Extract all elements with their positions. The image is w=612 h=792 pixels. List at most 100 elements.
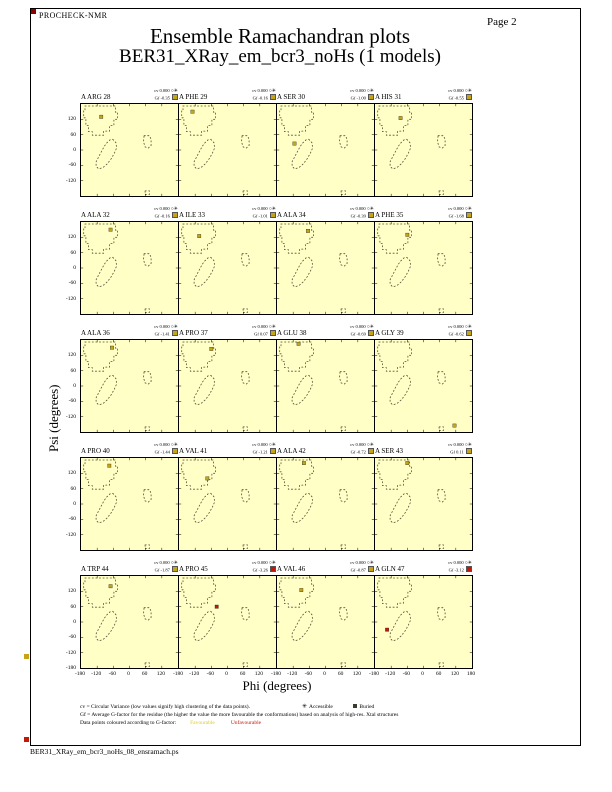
corner-mark-top <box>31 9 36 14</box>
ramachandran-canvas <box>81 104 178 196</box>
margin-mark-yellow <box>24 654 29 659</box>
model-circle-icon: ○ <box>170 88 174 94</box>
gf-value: Gf -0.62 <box>449 330 472 337</box>
ramachandran-subplot: A PRO 37 cv 0.000 ○✳ Gf 0.07 <box>178 323 277 433</box>
ramachandran-subplot: A VAL 46 cv 0.000 ○✳ Gf -0.87 <box>276 559 375 669</box>
allowed-region-contour <box>242 426 248 431</box>
allowed-region-contour <box>438 544 444 549</box>
ramachandran-subplot: A PHE 35 cv 0.000 ○✳ Gf -1.68 <box>374 205 473 315</box>
x-axis-tick-label: -120 <box>287 671 298 677</box>
gf-value: Gf -1.68 <box>449 212 472 219</box>
ramachandran-subplot: A ALA 32 cv 0.000 ○✳ Gf -0.16 <box>80 205 179 315</box>
residue-label: A TRP 44 <box>81 565 109 573</box>
model-circle-icon: ○ <box>268 206 272 212</box>
accessible-star-icon: ✳ <box>467 88 472 94</box>
ramachandran-subplot: A ALA 34 cv 0.000 ○✳ Gf -0.39 <box>276 205 375 315</box>
x-axis-tick-label: -60 <box>304 671 312 677</box>
accessible-star-icon: ✳ <box>173 560 178 566</box>
allowed-region-contour <box>181 577 216 608</box>
y-axis-tick-label: 60 <box>70 249 77 256</box>
residue-label: A ARG 28 <box>81 93 111 101</box>
cv-value: cv 0.000 ○✳ <box>154 323 178 330</box>
subplot-stats: cv 0.000 ○✳ Gf -1.01 <box>252 206 276 220</box>
residue-label: A PRO 37 <box>179 329 208 337</box>
data-point <box>452 423 457 428</box>
legend-gf-row: Gf = Average G-factor for the residue (t… <box>80 711 510 719</box>
accessible-star-icon: ✳ <box>173 324 178 330</box>
gf-colour-square <box>270 566 276 572</box>
subplot-area <box>178 339 277 433</box>
allowed-region-contour <box>279 459 314 490</box>
allowed-region-contour <box>291 374 314 406</box>
ramachandran-subplot: A GLY 39 cv 0.000 ○✳ Gf -0.62 <box>374 323 473 433</box>
subplot-stats: cv 0.000 ○✳ Gf -1.68 <box>448 206 472 220</box>
gf-value: Gf 0.07 <box>254 330 276 337</box>
plots-grid: A ARG 28 cv 0.000 ○✳ Gf -0.35 A PHE 29 cv 0… <box>80 87 474 669</box>
subplot-header: A PHE 35 cv 0.000 ○✳ Gf -1.68 <box>374 205 473 219</box>
residue-label: A ALA 42 <box>277 447 306 455</box>
subplot-header: A PHE 29 cv 0.000 ○✳ Gf -0.16 <box>178 87 277 101</box>
accessible-star-icon: ✳ <box>173 88 178 94</box>
cv-value: cv 0.000 ○✳ <box>252 87 276 94</box>
allowed-region-contour <box>143 253 152 267</box>
accessible-star-icon: ✳ <box>369 324 374 330</box>
cv-value: cv 0.000 ○✳ <box>154 87 178 94</box>
cv-value: cv 0.000 ○✳ <box>350 205 374 212</box>
gf-colour-square <box>172 448 178 454</box>
ramachandran-canvas <box>81 576 178 668</box>
allowed-region-contour <box>339 135 348 149</box>
accessible-star-icon: ✳ <box>271 88 276 94</box>
allowed-region-contour <box>438 662 444 667</box>
allowed-region-contour <box>437 371 446 385</box>
ramachandran-subplot: A ARG 28 cv 0.000 ○✳ Gf -0.35 <box>80 87 179 197</box>
subplot-stats: cv 0.000 ○✳ Gf -0.87 <box>350 560 374 574</box>
ramachandran-subplot: A TRP 44 cv 0.000 ○✳ Gf -1.87 <box>80 559 179 669</box>
ramachandran-canvas <box>179 104 276 196</box>
allowed-region-contour <box>437 607 446 621</box>
allowed-region-contour <box>144 544 150 549</box>
gf-colour-square <box>466 330 472 336</box>
ramachandran-subplot: A PHE 29 cv 0.000 ○✳ Gf -0.16 <box>178 87 277 197</box>
model-circle-icon: ○ <box>464 324 468 330</box>
allowed-region-contour <box>193 138 216 170</box>
subplot-area <box>276 103 375 197</box>
subplot-area <box>80 575 179 669</box>
subplot-header: A GLU 38 cv 0.000 ○✳ Gf -0.69 <box>276 323 375 337</box>
residue-label: A PHE 35 <box>375 211 404 219</box>
model-circle-icon: ○ <box>170 206 174 212</box>
gf-colour-square <box>368 566 374 572</box>
subplot-header: A PRO 45 cv 0.000 ○✳ Gf -3.26 <box>178 559 277 573</box>
subplot-header: A ALA 32 cv 0.000 ○✳ Gf -0.16 <box>80 205 179 219</box>
y-axis-tick-label: -120 <box>65 649 76 656</box>
ramachandran-canvas <box>81 340 178 432</box>
gf-colour-square <box>270 94 276 100</box>
allowed-region-contour <box>181 105 216 136</box>
ramachandran-subplot: A ILE 33 cv 0.000 ○✳ Gf -1.01 <box>178 205 277 315</box>
allowed-region-contour <box>437 489 446 503</box>
x-axis-title: Phi (degrees) <box>242 678 312 693</box>
accessible-star-icon: ✳ <box>173 206 178 212</box>
favourable-label: Favourable <box>190 720 215 726</box>
accessible-star-icon: ✳ <box>369 206 374 212</box>
y-axis-tick-label: 120 <box>67 588 76 595</box>
data-point <box>99 114 104 119</box>
residue-label: A VAL 41 <box>179 447 208 455</box>
subplot-stats: cv 0.000 ○✳ Gf -0.39 <box>350 206 374 220</box>
allowed-region-contour <box>242 544 248 549</box>
gf-value: Gf -0.35 <box>155 94 178 101</box>
cv-value: cv 0.000 ○✳ <box>350 559 374 566</box>
gf-colour-square <box>466 448 472 454</box>
subplot-area <box>178 575 277 669</box>
residue-label: A HIS 31 <box>375 93 402 101</box>
ramachandran-subplot: A GLU 38 cv 0.000 ○✳ Gf -0.69 <box>276 323 375 433</box>
cv-value: cv 0.000 ○✳ <box>154 205 178 212</box>
cv-value: cv 0.000 ○✳ <box>448 559 472 566</box>
subplot-header: A HIS 31 cv 0.000 ○✳ Gf -0.55 <box>374 87 473 101</box>
ramachandran-canvas <box>81 458 178 550</box>
x-axis-tick-label: 0 <box>225 671 228 677</box>
cv-value: cv 0.000 ○✳ <box>154 559 178 566</box>
data-point <box>398 116 403 120</box>
ramachandran-canvas <box>179 222 276 314</box>
subplot-header: A ARG 28 cv 0.000 ○✳ Gf -0.35 <box>80 87 179 101</box>
subplot-area <box>276 575 375 669</box>
